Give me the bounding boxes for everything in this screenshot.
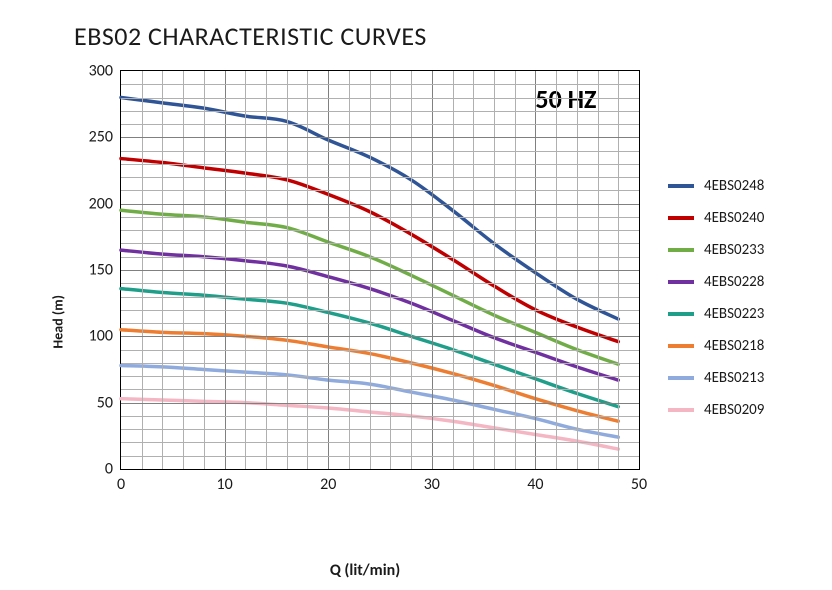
legend-item-4EBS0240: 4EBS0240 bbox=[668, 202, 818, 234]
y-tick-label: 50 bbox=[73, 393, 113, 412]
legend-item-4EBS0233: 4EBS0233 bbox=[668, 234, 818, 266]
grid-major-h bbox=[121, 137, 639, 138]
legend-item-4EBS0223: 4EBS0223 bbox=[668, 298, 818, 330]
legend-swatch bbox=[668, 344, 694, 348]
grid-minor-h bbox=[121, 376, 639, 377]
legend-swatch bbox=[668, 216, 694, 220]
grid-minor-h bbox=[121, 84, 639, 85]
y-tick-label: 0 bbox=[73, 460, 113, 479]
legend-item-4EBS0228: 4EBS0228 bbox=[668, 266, 818, 298]
legend-label: 4EBS0223 bbox=[704, 305, 764, 323]
grid-minor-h bbox=[121, 350, 639, 351]
x-tick-label: 20 bbox=[308, 475, 348, 494]
grid-major-h bbox=[121, 270, 639, 271]
legend: 4EBS0248 4EBS0240 4EBS0233 4EBS0228 4EBS0223… bbox=[668, 170, 818, 426]
legend-swatch bbox=[668, 248, 694, 252]
y-tick-label: 200 bbox=[73, 194, 113, 213]
grid-minor-h bbox=[121, 124, 639, 125]
grid-minor-h bbox=[121, 323, 639, 324]
grid-minor-h bbox=[121, 243, 639, 244]
chart-title: EBS02 CHARACTERISTIC CURVES bbox=[74, 20, 427, 52]
grid-minor-h bbox=[121, 230, 639, 231]
legend-item-4EBS0213: 4EBS0213 bbox=[668, 362, 818, 394]
page: EBS02 CHARACTERISTIC CURVES Head (m) 50 … bbox=[0, 0, 832, 590]
legend-swatch bbox=[668, 280, 694, 284]
x-tick-label: 10 bbox=[205, 475, 245, 494]
grid-minor-h bbox=[121, 389, 639, 390]
legend-label: 4EBS0209 bbox=[704, 401, 764, 419]
legend-label: 4EBS0218 bbox=[704, 337, 764, 355]
legend-item-4EBS0218: 4EBS0218 bbox=[668, 330, 818, 362]
legend-swatch bbox=[668, 376, 694, 380]
legend-item-4EBS0248: 4EBS0248 bbox=[668, 170, 818, 202]
x-tick-label: 50 bbox=[619, 475, 659, 494]
y-tick-label: 150 bbox=[73, 261, 113, 280]
grid-minor-h bbox=[121, 164, 639, 165]
legend-item-4EBS0209: 4EBS0209 bbox=[668, 394, 818, 426]
legend-swatch bbox=[668, 312, 694, 316]
grid-minor-h bbox=[121, 190, 639, 191]
grid-minor-h bbox=[121, 217, 639, 218]
grid-major-h bbox=[121, 204, 639, 205]
grid-minor-h bbox=[121, 98, 639, 99]
grid-minor-h bbox=[121, 177, 639, 178]
legend-label: 4EBS0240 bbox=[704, 209, 764, 227]
legend-swatch bbox=[668, 408, 694, 412]
grid-minor-h bbox=[121, 151, 639, 152]
legend-label: 4EBS0248 bbox=[704, 177, 764, 195]
grid-minor-h bbox=[121, 111, 639, 112]
grid-major-h bbox=[121, 336, 639, 337]
grid-minor-h bbox=[121, 456, 639, 457]
x-tick-label: 30 bbox=[412, 475, 452, 494]
grid-major-h bbox=[121, 403, 639, 404]
y-tick-label: 250 bbox=[73, 128, 113, 147]
legend-label: 4EBS0233 bbox=[704, 241, 764, 259]
legend-swatch bbox=[668, 184, 694, 188]
legend-label: 4EBS0228 bbox=[704, 273, 764, 291]
grid-minor-h bbox=[121, 442, 639, 443]
x-axis-label: Q (lit/min) bbox=[60, 561, 670, 580]
grid-minor-h bbox=[121, 416, 639, 417]
grid-minor-h bbox=[121, 257, 639, 258]
legend-label: 4EBS0213 bbox=[704, 369, 764, 387]
y-tick-label: 100 bbox=[73, 327, 113, 346]
grid-minor-h bbox=[121, 283, 639, 284]
y-axis-label: Head (m) bbox=[50, 295, 67, 349]
grid-minor-h bbox=[121, 297, 639, 298]
x-tick-label: 40 bbox=[515, 475, 555, 494]
grid-minor-h bbox=[121, 310, 639, 311]
plot-area: 50 HZ 01020304050050100150200250300 bbox=[120, 70, 640, 470]
chart-container: Head (m) 50 HZ 0102030405005010015020025… bbox=[60, 60, 670, 530]
grid-minor-h bbox=[121, 363, 639, 364]
y-tick-label: 300 bbox=[73, 62, 113, 81]
grid-minor-h bbox=[121, 429, 639, 430]
